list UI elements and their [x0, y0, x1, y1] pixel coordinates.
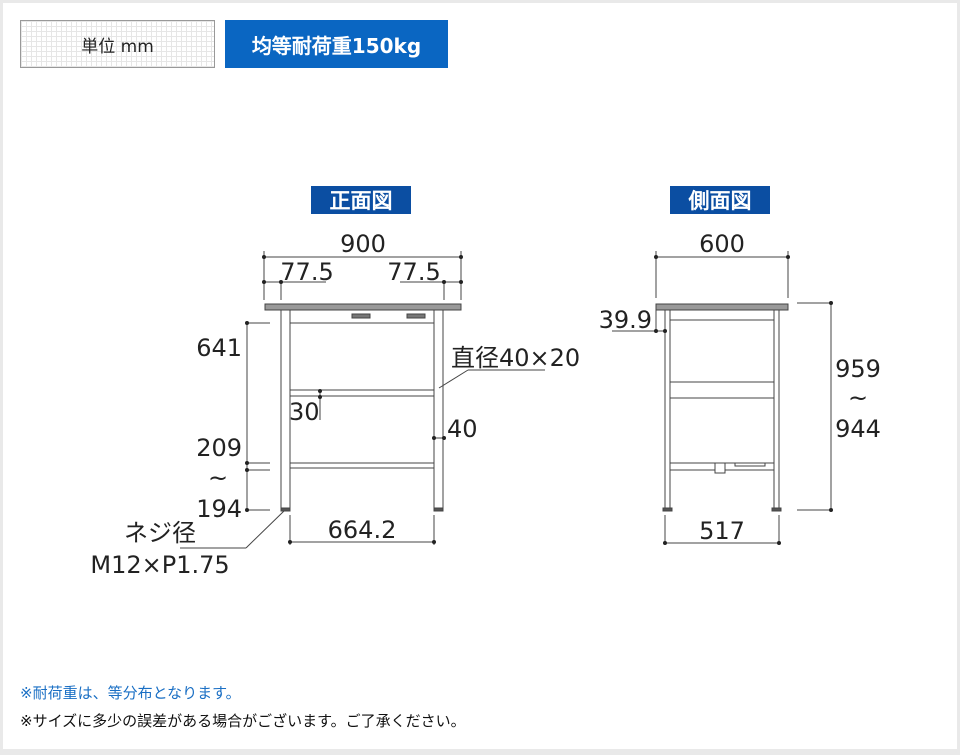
front-view-table: [264, 303, 462, 512]
height-lower-max-label: 209: [196, 434, 242, 462]
screw-label: ネジ径: [124, 519, 196, 547]
pipe-label: 直径40×20: [451, 344, 580, 372]
side-view-title: 側面図: [688, 189, 752, 213]
side-view-table: [655, 303, 789, 512]
note-load: ※耐荷重は、等分布となります。: [20, 684, 241, 702]
height-min-label: 944: [835, 415, 881, 443]
inner-width-label: 664.2: [328, 516, 397, 544]
note-tolerance: ※サイズに多少の誤差がある場合がございます。ご了承ください。: [20, 712, 466, 730]
front-view-title-bg: [311, 186, 411, 214]
apron-label: 39.9: [599, 306, 652, 334]
height-upper-label: 641: [196, 334, 242, 362]
brace-height-label: 40: [447, 415, 478, 443]
unit-label: 単位 mm: [20, 20, 215, 68]
offset-left-label: 77.5: [280, 258, 333, 286]
height-range-mark: ~: [848, 384, 868, 412]
front-dimension-lines: [180, 251, 545, 549]
load-capacity-badge: 均等耐荷重150kg: [225, 20, 448, 68]
inner-depth-label: 517: [699, 517, 745, 545]
side-view-title-bg: [670, 186, 770, 214]
brace-gap-label: 30: [289, 398, 320, 426]
side-dimension-lines: [612, 251, 832, 545]
depth-label: 600: [699, 230, 745, 258]
offset-right-label: 77.5: [387, 258, 440, 286]
height-lower-min-label: 194: [196, 495, 242, 523]
range-mark: ~: [208, 464, 228, 492]
dimension-dots: [245, 255, 833, 545]
front-view-title: 正面図: [330, 189, 393, 213]
width-label: 900: [340, 230, 386, 258]
height-max-label: 959: [835, 355, 881, 383]
frame: [3, 3, 957, 749]
screw-size-label: M12×P1.75: [90, 551, 229, 579]
